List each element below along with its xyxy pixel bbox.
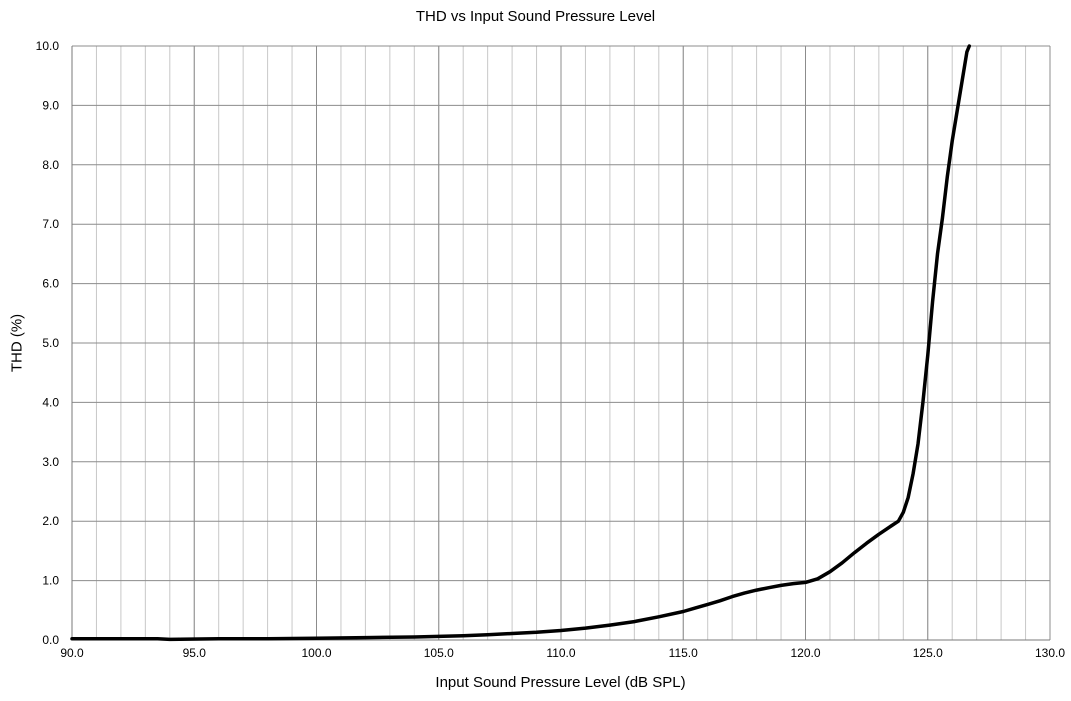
x-tick-label: 130.0 bbox=[1035, 646, 1065, 660]
y-tick-label: 8.0 bbox=[42, 158, 59, 172]
x-tick-label: 100.0 bbox=[301, 646, 331, 660]
y-tick-label: 4.0 bbox=[42, 395, 59, 409]
x-axis-label: Input Sound Pressure Level (dB SPL) bbox=[435, 674, 686, 691]
y-tick-label: 5.0 bbox=[42, 336, 59, 350]
x-tick-label: 105.0 bbox=[424, 646, 454, 660]
y-tick-label: 0.0 bbox=[42, 633, 59, 647]
y-tick-label: 2.0 bbox=[42, 514, 59, 528]
y-tick-label: 9.0 bbox=[42, 98, 59, 112]
y-tick-label: 1.0 bbox=[42, 574, 59, 588]
y-tick-label: 3.0 bbox=[42, 455, 59, 469]
y-axis-label: THD (%) bbox=[8, 313, 26, 373]
x-tick-label: 95.0 bbox=[183, 646, 207, 660]
x-tick-label: 125.0 bbox=[913, 646, 943, 660]
x-tick-label: 120.0 bbox=[790, 646, 820, 660]
y-tick-label: 10.0 bbox=[36, 39, 60, 53]
x-tick-label: 115.0 bbox=[669, 646, 698, 660]
x-tick-label: 90.0 bbox=[60, 646, 84, 660]
thd-series-line bbox=[70, 44, 972, 642]
x-tick-label: 110.0 bbox=[546, 646, 575, 660]
y-tick-label: 7.0 bbox=[42, 217, 59, 231]
y-tick-label: 6.0 bbox=[42, 277, 59, 291]
chart-title: THD vs Input Sound Pressure Level bbox=[415, 8, 656, 25]
